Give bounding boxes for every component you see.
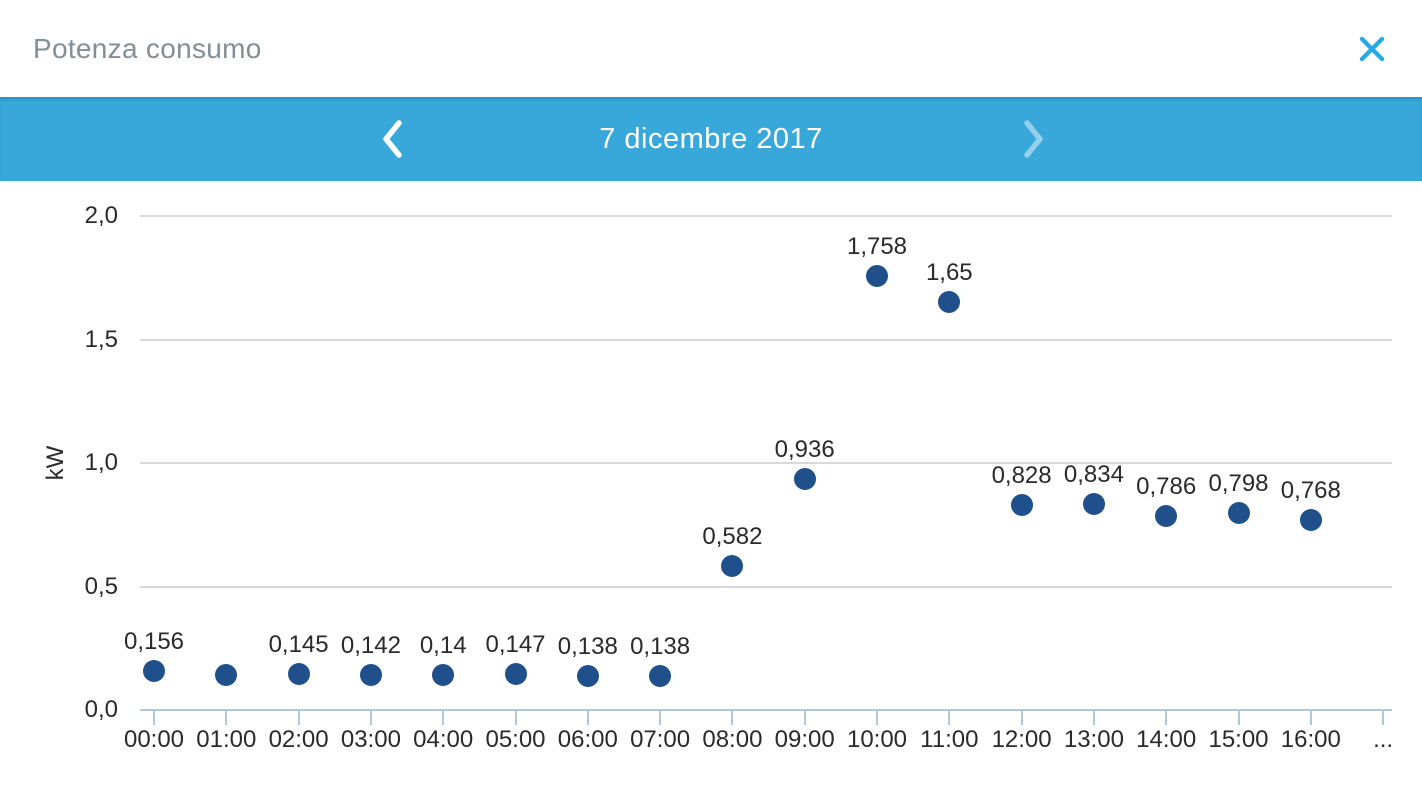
y-axis-tick-label: 1,0 — [84, 449, 118, 476]
data-point-label: 1,65 — [925, 259, 973, 287]
data-point[interactable] — [1155, 504, 1178, 527]
data-point[interactable] — [938, 291, 961, 314]
dialog-header: Potenza consumo — [0, 0, 1422, 97]
x-axis-tick — [1020, 711, 1023, 725]
x-axis-tick-label: 16:00 — [1280, 726, 1341, 753]
x-axis-tick — [153, 711, 155, 725]
data-point[interactable] — [649, 664, 672, 687]
x-axis-tick-label: 13:00 — [1063, 726, 1124, 753]
data-point[interactable] — [287, 663, 310, 686]
x-axis-tick — [803, 711, 806, 725]
data-point-label: 0,14 — [419, 632, 467, 660]
y-axis-tick-label: 1,5 — [84, 325, 118, 353]
next-day-button[interactable] — [1006, 107, 1062, 171]
data-point[interactable] — [215, 664, 238, 687]
y-axis-tick-label: 2,0 — [84, 202, 118, 229]
data-point[interactable] — [866, 264, 888, 287]
x-axis-tick — [1237, 711, 1240, 725]
data-point-label: 0,828 — [991, 462, 1052, 490]
data-point-label: 0,582 — [702, 523, 763, 551]
data-point-label: 0,156 — [123, 628, 185, 656]
data-point-label: 0,138 — [630, 632, 691, 660]
x-axis-tick-label: 00:00 — [123, 726, 185, 753]
data-point-label: 0,138 — [557, 632, 618, 660]
x-axis-tick-label: 12:00 — [991, 726, 1052, 753]
dialog-title: Potenza consumo — [33, 32, 262, 64]
data-point[interactable] — [1082, 493, 1105, 515]
x-axis-tick — [876, 711, 878, 725]
x-axis-tick-label: 14:00 — [1136, 726, 1197, 753]
data-point-label: 0,936 — [774, 435, 835, 463]
x-axis-tick-label: 07:00 — [630, 726, 691, 753]
y-axis-title: kW — [42, 445, 69, 481]
x-axis-tick-label: 06:00 — [557, 726, 618, 753]
date-navigation-bar: 7 dicembre 2017 — [0, 97, 1422, 181]
y-axis-tick-label: 0,5 — [84, 572, 118, 600]
gridline — [140, 215, 1392, 217]
gridline — [140, 462, 1392, 464]
x-axis-tick — [948, 711, 951, 725]
x-axis-tick — [514, 711, 517, 725]
x-axis-tick-label: 01:00 — [196, 726, 257, 753]
data-point-label: 0,145 — [268, 631, 329, 659]
x-axis-tick — [442, 711, 445, 725]
data-point-label: 0,147 — [485, 630, 546, 658]
prev-day-button[interactable] — [364, 107, 420, 171]
data-point-label: 0,142 — [340, 631, 401, 659]
date-label: 7 dicembre 2017 — [599, 123, 823, 155]
x-axis-tick — [1309, 711, 1312, 725]
x-axis-tick-label: 09:00 — [774, 726, 835, 753]
x-axis-tick-label: 05:00 — [485, 726, 546, 753]
data-point[interactable] — [793, 467, 816, 490]
data-point[interactable] — [504, 662, 527, 685]
x-axis-tick — [586, 711, 589, 725]
chevron-right-icon — [1024, 120, 1043, 158]
x-axis-tick-label: 02:00 — [268, 726, 329, 753]
x-axis-tick-label: 03:00 — [340, 726, 401, 753]
data-point-label: 1,758 — [846, 232, 908, 260]
x-axis-tick-label: 04:00 — [413, 726, 474, 753]
x-axis-tick — [1092, 711, 1095, 725]
x-axis-tick — [1382, 711, 1385, 725]
data-point[interactable] — [359, 663, 382, 686]
x-axis-tick — [659, 711, 662, 725]
close-icon — [1359, 36, 1385, 61]
data-point-label: 0,768 — [1280, 477, 1341, 505]
gridline — [140, 338, 1392, 341]
x-axis-tick — [1165, 711, 1168, 725]
data-point[interactable] — [1010, 494, 1033, 517]
x-axis-tick-label: 15:00 — [1208, 726, 1269, 753]
x-axis-line — [140, 709, 1392, 711]
x-axis-tick — [225, 711, 228, 725]
data-point[interactable] — [143, 660, 165, 683]
x-axis-tick — [297, 711, 300, 725]
x-axis-tick-label: ... — [1373, 726, 1394, 753]
x-axis-tick-label: 10:00 — [846, 726, 908, 753]
x-axis-tick-label: 11:00 — [920, 726, 979, 753]
data-point[interactable] — [432, 664, 455, 687]
data-point[interactable] — [721, 555, 744, 578]
x-axis-tick-label: 08:00 — [702, 726, 763, 753]
data-point[interactable] — [1299, 509, 1322, 532]
data-point-label: 0,786 — [1136, 472, 1197, 500]
close-button[interactable] — [1346, 23, 1398, 75]
x-axis-tick — [731, 711, 734, 725]
chevron-left-icon — [383, 120, 402, 158]
data-point[interactable] — [1227, 501, 1250, 524]
data-point[interactable] — [576, 664, 599, 687]
x-axis-tick — [369, 711, 372, 725]
gridline — [140, 585, 1392, 588]
data-point-label: 0,834 — [1063, 461, 1124, 488]
y-axis-tick-label: 0,0 — [84, 696, 118, 723]
data-point-label: 0,798 — [1208, 469, 1269, 497]
